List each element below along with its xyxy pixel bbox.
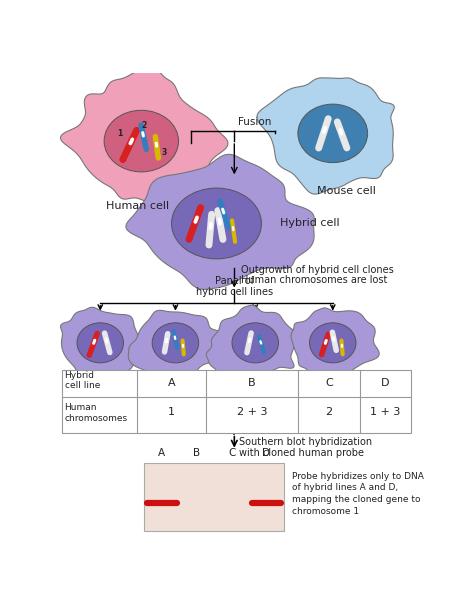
Bar bbox=[144, 463, 284, 531]
Text: C: C bbox=[228, 448, 235, 458]
Text: B: B bbox=[248, 378, 256, 388]
Ellipse shape bbox=[171, 188, 261, 259]
Text: Hybrid cell: Hybrid cell bbox=[280, 219, 340, 229]
Polygon shape bbox=[206, 306, 297, 377]
Text: D: D bbox=[262, 448, 271, 458]
Text: 2 + 3: 2 + 3 bbox=[237, 407, 267, 417]
Text: Extract DNA: Extract DNA bbox=[239, 419, 302, 430]
Text: Fusion: Fusion bbox=[238, 117, 272, 127]
Text: Southern blot hybridization
with cloned human probe: Southern blot hybridization with cloned … bbox=[239, 437, 372, 458]
Polygon shape bbox=[257, 78, 394, 194]
Text: A: A bbox=[158, 448, 165, 458]
Ellipse shape bbox=[152, 323, 199, 363]
Polygon shape bbox=[291, 308, 379, 379]
Ellipse shape bbox=[309, 323, 356, 363]
Text: 1: 1 bbox=[168, 407, 175, 417]
Text: Outgrowth of hybrid cell clones: Outgrowth of hybrid cell clones bbox=[241, 265, 393, 276]
Text: Human cell: Human cell bbox=[106, 201, 169, 211]
Text: Mouse cell: Mouse cell bbox=[317, 186, 376, 196]
Text: Probe hybridizes only to DNA
of hybrid lines A and D,
mapping the cloned gene to: Probe hybridizes only to DNA of hybrid l… bbox=[292, 472, 424, 516]
Ellipse shape bbox=[77, 323, 124, 363]
Bar bbox=[61, 370, 411, 433]
Polygon shape bbox=[60, 307, 154, 384]
Ellipse shape bbox=[232, 323, 278, 363]
Polygon shape bbox=[126, 155, 314, 289]
Text: 1 + 3: 1 + 3 bbox=[370, 407, 401, 417]
Text: D: D bbox=[381, 378, 390, 388]
Text: Human chromosomes are lost: Human chromosomes are lost bbox=[241, 275, 387, 285]
Polygon shape bbox=[128, 310, 221, 381]
Ellipse shape bbox=[298, 104, 367, 163]
Polygon shape bbox=[60, 65, 228, 206]
Text: Panel of
hybrid cell lines: Panel of hybrid cell lines bbox=[196, 276, 273, 298]
Text: C: C bbox=[325, 378, 333, 388]
Text: 2: 2 bbox=[325, 407, 332, 417]
Ellipse shape bbox=[104, 110, 178, 172]
Text: 2: 2 bbox=[142, 121, 147, 130]
Text: B: B bbox=[193, 448, 200, 458]
Text: Hybrid
cell line: Hybrid cell line bbox=[65, 371, 100, 390]
Text: Human
chromosomes: Human chromosomes bbox=[65, 403, 128, 423]
Text: 1: 1 bbox=[117, 129, 122, 138]
Text: 3: 3 bbox=[162, 148, 167, 157]
Text: A: A bbox=[168, 378, 175, 388]
